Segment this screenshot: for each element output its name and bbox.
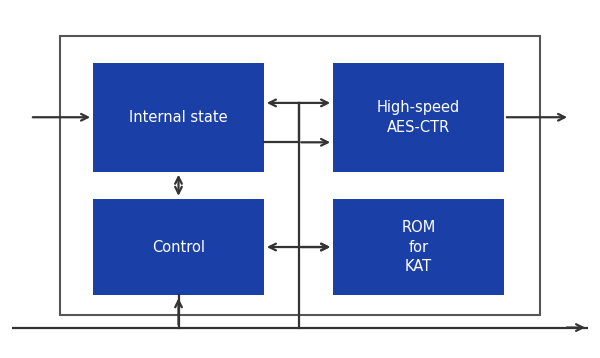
Bar — [93, 63, 264, 172]
Text: ROM
for
KAT: ROM for KAT — [401, 220, 436, 274]
Bar — [93, 199, 264, 295]
Bar — [60, 36, 540, 315]
Bar — [333, 63, 504, 172]
Text: Internal state: Internal state — [129, 110, 228, 125]
Text: High-speed
AES-CTR: High-speed AES-CTR — [377, 100, 460, 135]
Bar — [333, 199, 504, 295]
Text: Control: Control — [152, 240, 205, 255]
